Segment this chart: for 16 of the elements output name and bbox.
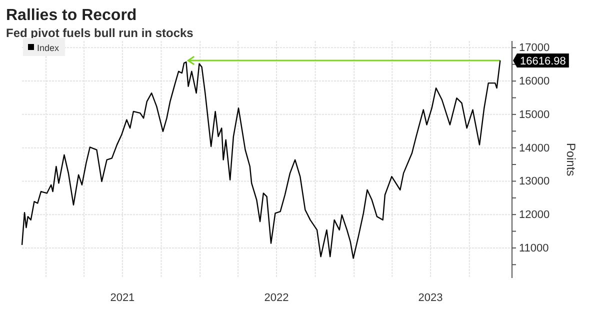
y-tick-label: 13000 (519, 176, 550, 188)
chart-title: Rallies to Record (6, 7, 137, 24)
y-tick-label: 15000 (519, 108, 550, 121)
annotation: 16616.98 (520, 55, 566, 68)
y-tick-label: 16000 (519, 76, 550, 88)
x-tick-label: 2021 (110, 292, 135, 304)
y-tick-label: 11000 (519, 242, 549, 254)
y-axis-title: Points (564, 142, 578, 176)
chart-subtitle: Fed pivot fuels bull run in stocks (6, 26, 194, 40)
x-tick-label: 2022 (264, 292, 289, 304)
y-tick-label: 14000 (519, 142, 550, 154)
x-tick-label: 2023 (418, 292, 443, 304)
y-tick-label: 12000 (519, 209, 550, 222)
line-series (21, 60, 501, 259)
legend-label: Index (37, 43, 60, 53)
y-tick-label: 17000 (519, 42, 550, 54)
